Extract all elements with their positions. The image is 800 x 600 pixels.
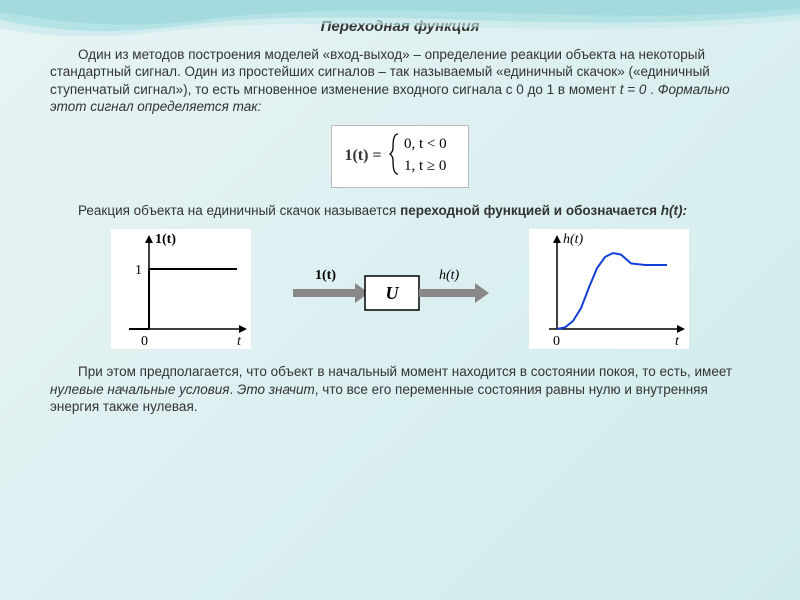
slide-content: Переходная функция Один из методов постр… [0, 0, 800, 445]
slide-title: Переходная функция [321, 18, 480, 35]
block-diagram: U 1(t) h(t) [275, 249, 505, 329]
p2-text-a: Реакция объекта на единичный скачок назы… [78, 203, 400, 218]
p3-italic-a: нулевые начальные условия [50, 382, 230, 397]
formula-row1: 0, t < 0 [404, 136, 447, 152]
paragraph-1: Один из методов построения моделей «вход… [50, 46, 750, 115]
formula-row2: 1, t ≥ 0 [404, 158, 446, 174]
svg-text:1(t): 1(t) [315, 268, 336, 283]
svg-text:h(t): h(t) [563, 232, 584, 247]
step-plot: 10t1(t) [111, 229, 251, 349]
p3-text-a: При этом предполагается, что объект в на… [78, 364, 732, 379]
diagram-row: 10t1(t) U1(t)h(t) 0th(t) [50, 229, 750, 349]
paragraph-3: При этом предполагается, что объект в на… [50, 363, 750, 415]
p2-bold-b: h(t): [661, 203, 687, 218]
formula-lhs: 1(t) = [344, 147, 385, 164]
formula-block: 1(t) = 0, t < 0 1, t ≥ 0 [50, 125, 750, 188]
svg-text:h(t): h(t) [439, 268, 460, 283]
p1-text-a: Один из методов построения моделей «вход… [50, 47, 710, 97]
response-plot: 0th(t) [529, 229, 689, 349]
formula-image: 1(t) = 0, t < 0 1, t ≥ 0 [331, 125, 468, 188]
svg-text:1: 1 [135, 263, 142, 278]
p2-bold-a: переходной функцией и обозначается [400, 203, 661, 218]
paragraph-2: Реакция объекта на единичный скачок назы… [50, 202, 750, 219]
svg-text:0: 0 [141, 334, 148, 349]
p3-text-b: . [230, 382, 238, 397]
svg-text:1(t): 1(t) [155, 232, 176, 247]
svg-text:0: 0 [553, 334, 560, 349]
svg-text:U: U [386, 283, 400, 303]
p3-italic-b: Это значит [237, 382, 315, 397]
formula-brace-icon: 0, t < 0 1, t ≥ 0 [386, 132, 456, 176]
p1-text-b: . [646, 82, 657, 97]
p1-t0: t = 0 [620, 82, 647, 97]
